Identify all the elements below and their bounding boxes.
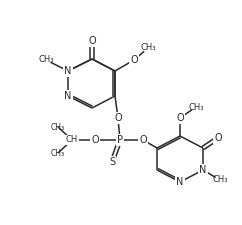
Text: CH₃: CH₃ <box>51 148 65 157</box>
Text: S: S <box>109 157 115 167</box>
Text: CH₃: CH₃ <box>212 176 228 184</box>
Text: N: N <box>176 177 184 187</box>
Text: O: O <box>88 36 96 46</box>
Text: CH₃: CH₃ <box>188 103 204 112</box>
Text: P: P <box>117 135 123 145</box>
Text: N: N <box>64 91 72 101</box>
Text: CH: CH <box>66 135 78 144</box>
Text: O: O <box>130 55 138 65</box>
Text: N: N <box>199 165 207 175</box>
Text: O: O <box>176 113 184 123</box>
Text: CH₃: CH₃ <box>38 56 54 65</box>
Text: CH₃: CH₃ <box>51 122 65 131</box>
Text: O: O <box>114 113 122 123</box>
Text: CH₃: CH₃ <box>140 43 156 52</box>
Text: O: O <box>91 135 99 145</box>
Text: O: O <box>214 133 222 143</box>
Text: O: O <box>139 135 147 145</box>
Text: N: N <box>64 66 72 76</box>
